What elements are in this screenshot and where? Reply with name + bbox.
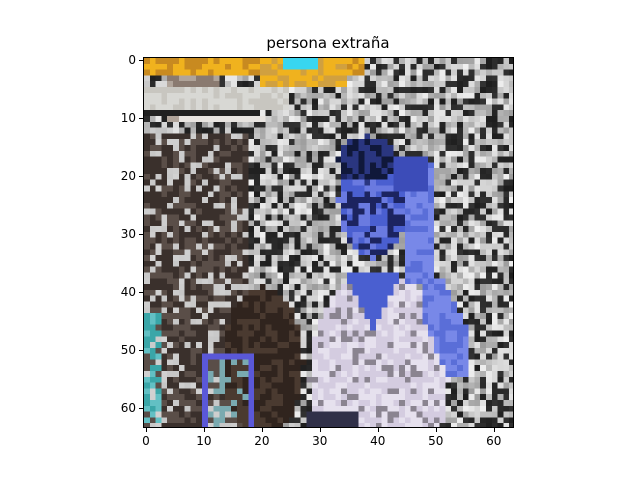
y-tick	[139, 175, 143, 177]
x-tick-label: 0	[142, 434, 150, 448]
x-tick-label: 50	[428, 434, 444, 448]
x-tick-label: 60	[486, 434, 502, 448]
y-tick-label: 60	[120, 400, 136, 415]
x-tick	[493, 428, 495, 432]
x-tick	[203, 428, 205, 432]
x-tick	[319, 428, 321, 432]
x-tick-label: 10	[196, 434, 212, 448]
y-tick	[139, 117, 143, 119]
x-tick	[377, 428, 379, 432]
y-tick-label: 0	[128, 52, 136, 67]
y-tick-label: 10	[120, 110, 136, 125]
y-tick	[139, 349, 143, 351]
x-tick-label: 30	[312, 434, 328, 448]
x-tick-label: 40	[370, 434, 386, 448]
y-tick-label: 20	[120, 168, 136, 183]
y-tick	[139, 233, 143, 235]
x-tick	[261, 428, 263, 432]
x-tick	[435, 428, 437, 432]
y-tick	[139, 59, 143, 61]
y-tick-label: 50	[120, 342, 136, 357]
y-tick	[139, 291, 143, 293]
y-tick	[139, 407, 143, 409]
y-tick-label: 40	[120, 284, 136, 299]
chart-title: persona extraña	[266, 34, 390, 52]
pixelated-image	[144, 58, 513, 427]
x-tick	[145, 428, 147, 432]
x-tick-label: 20	[254, 434, 270, 448]
y-tick-label: 30	[120, 226, 136, 241]
image-axes	[143, 57, 514, 428]
